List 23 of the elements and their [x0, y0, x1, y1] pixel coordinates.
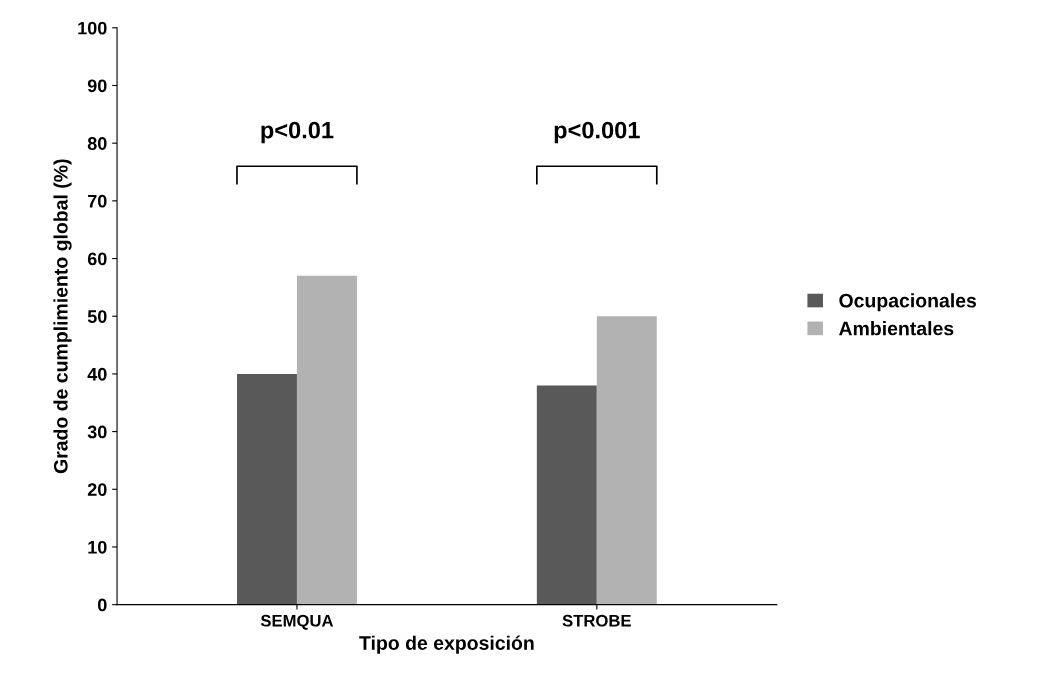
bar [536, 385, 597, 605]
legend-label: Ocupacionales [839, 293, 977, 312]
x-tick-label: STROBE [562, 614, 631, 627]
y-tick-label: 90 [87, 79, 107, 93]
y-tick-label: 40 [87, 367, 107, 381]
bar [236, 373, 297, 605]
legend-label: Ambientales [839, 321, 954, 336]
bar [296, 275, 357, 605]
y-tick-label: 60 [87, 252, 107, 266]
y-tick-label: 100 [78, 21, 107, 35]
annotation: p<0.01 [261, 121, 334, 144]
y-tick-label: 0 [97, 598, 107, 612]
x-axis-title: Tipo de exposición [359, 635, 534, 654]
y-tick-label: 30 [87, 425, 107, 439]
y-axis-title: Grado de cumplimiento global (%) [53, 159, 72, 474]
y-tick-label: 70 [88, 194, 107, 208]
y-tick-label: 10 [88, 540, 107, 554]
y-tick-label: 20 [87, 483, 107, 496]
annotation: p<0.001 [554, 121, 640, 144]
bar [596, 316, 657, 605]
y-tick-label: 50 [87, 310, 107, 323]
y-tick-label: 80 [87, 137, 107, 150]
x-tick-label: SEMQUA [260, 614, 334, 630]
